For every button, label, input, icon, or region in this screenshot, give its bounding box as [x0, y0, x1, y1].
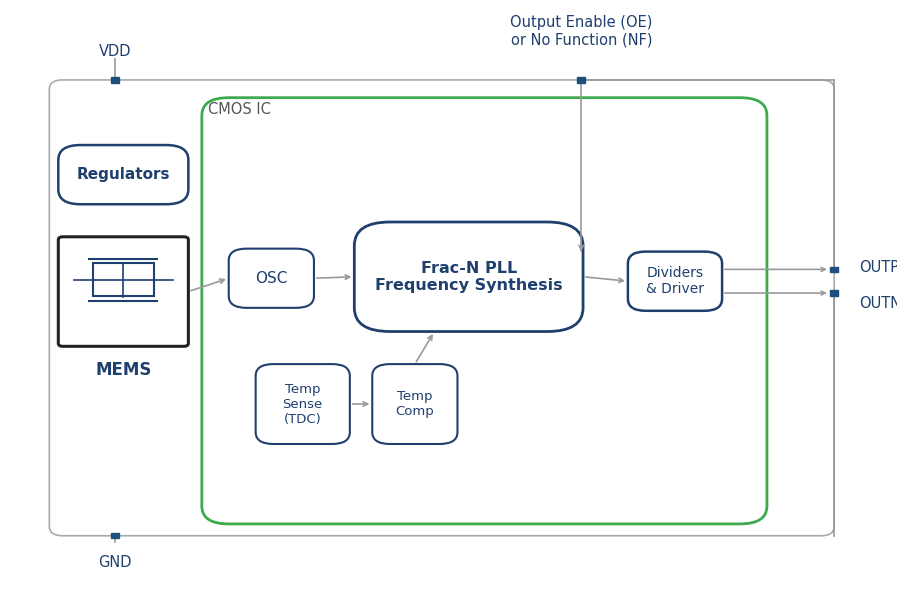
Text: Temp
Sense
(TDC): Temp Sense (TDC) [283, 382, 323, 426]
Bar [578, 77, 585, 82]
Text: Output Enable (OE)
or No Function (NF): Output Enable (OE) or No Function (NF) [510, 15, 652, 47]
FancyBboxPatch shape [229, 249, 314, 308]
Text: MEMS: MEMS [95, 361, 152, 379]
Text: OSC: OSC [255, 271, 288, 286]
Text: VDD: VDD [99, 44, 131, 59]
FancyBboxPatch shape [58, 237, 188, 346]
FancyBboxPatch shape [49, 80, 834, 536]
FancyBboxPatch shape [256, 364, 350, 444]
Bar [110, 533, 118, 539]
FancyBboxPatch shape [372, 364, 457, 444]
Text: Frac-N PLL
Frequency Synthesis: Frac-N PLL Frequency Synthesis [375, 260, 562, 293]
FancyBboxPatch shape [354, 222, 583, 332]
FancyBboxPatch shape [202, 98, 767, 524]
Bar [831, 290, 838, 295]
Text: OUTP: OUTP [859, 260, 897, 275]
Text: OUTN: OUTN [859, 295, 897, 311]
Bar [93, 263, 154, 296]
Text: GND: GND [98, 555, 132, 570]
Text: Temp
Comp: Temp Comp [396, 390, 434, 418]
Bar [831, 266, 838, 272]
Text: Regulators: Regulators [76, 167, 170, 182]
Text: CMOS IC: CMOS IC [208, 102, 271, 117]
FancyBboxPatch shape [628, 252, 722, 311]
Text: Dividers
& Driver: Dividers & Driver [646, 266, 704, 297]
Bar [110, 77, 118, 82]
FancyBboxPatch shape [58, 145, 188, 204]
